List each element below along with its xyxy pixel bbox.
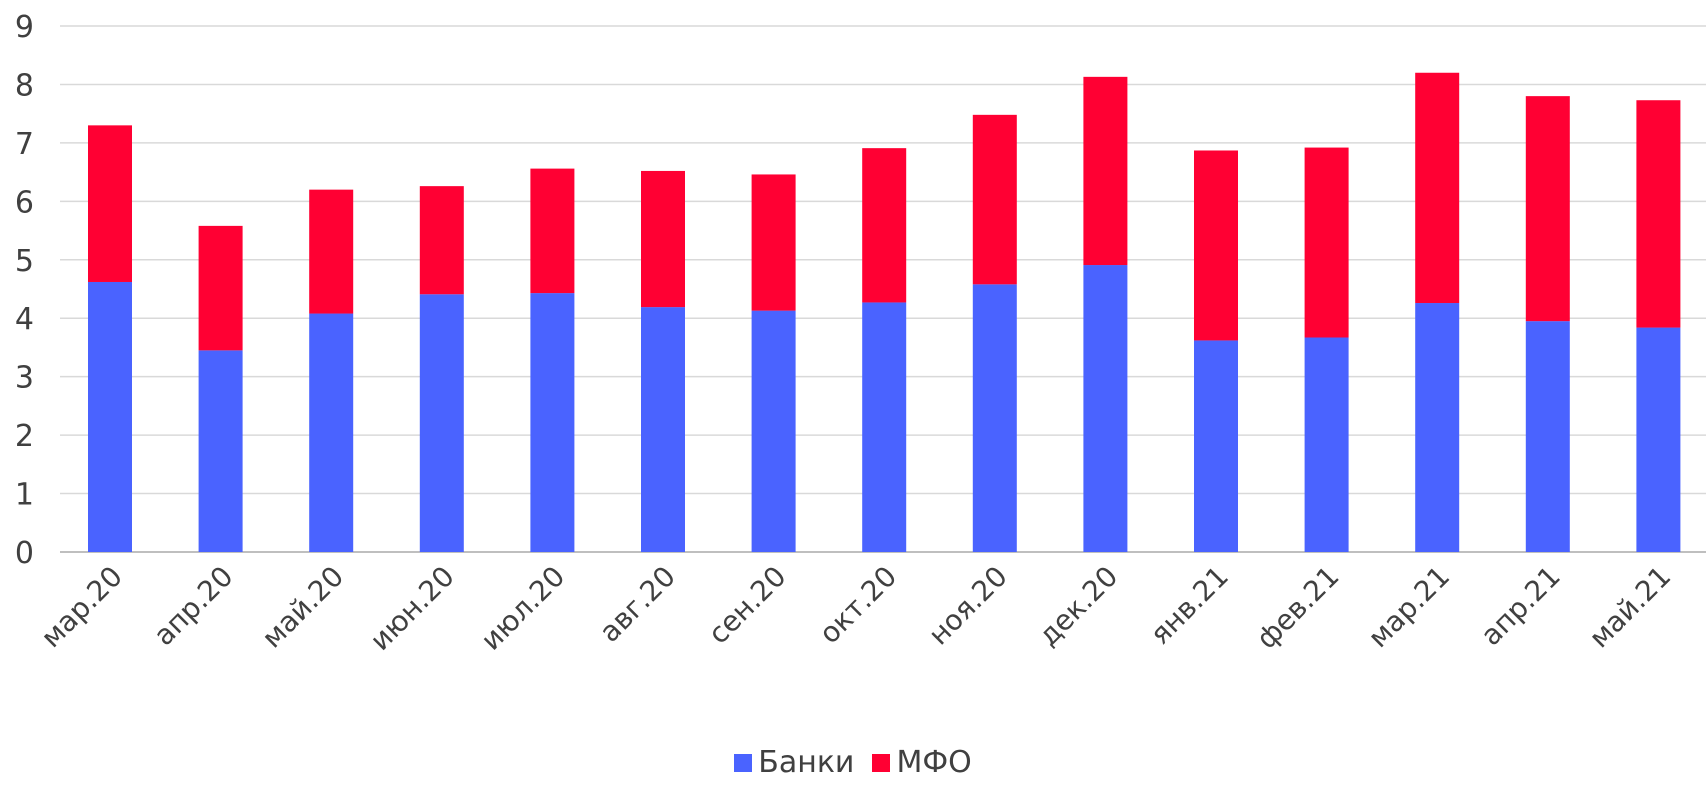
x-tick-label: сен.20 [702, 560, 793, 651]
bar-banks [419, 294, 464, 552]
y-tick-label: 3 [15, 361, 34, 396]
bar-mfo [1083, 76, 1128, 266]
bar-banks [641, 307, 685, 552]
legend-item-mfo: МФО [872, 745, 972, 780]
y-tick-label: 7 [15, 127, 34, 162]
bar-mfo [419, 186, 464, 295]
x-tick-label: дек.20 [1032, 560, 1125, 653]
x-tick-label: ноя.20 [922, 560, 1014, 652]
x-tick-label: июн.20 [363, 560, 460, 657]
y-tick-label: 9 [15, 10, 34, 45]
bar-mfo [1415, 72, 1460, 304]
bar-mfo [1194, 150, 1238, 341]
bar-mfo [1636, 100, 1681, 328]
x-tick-label: фев.21 [1250, 560, 1346, 656]
x-tick-label: мар.21 [1362, 560, 1456, 654]
bar-banks [972, 284, 1017, 552]
x-tick-label: май.20 [255, 560, 350, 655]
bar-banks [1525, 321, 1570, 552]
bar-banks [1304, 337, 1349, 552]
bar-banks [1636, 327, 1681, 552]
x-tick-label: апр.21 [1474, 560, 1566, 652]
y-tick-label: 8 [15, 68, 34, 103]
x-tick-label: май.21 [1583, 560, 1678, 655]
y-tick-label: 1 [15, 478, 34, 513]
legend-label-banks: Банки [758, 745, 855, 780]
y-tick-label: 5 [15, 244, 34, 279]
bar-mfo [641, 170, 685, 308]
legend-swatch-mfo [872, 753, 891, 772]
x-tick-label: окт.20 [813, 560, 903, 650]
bar-banks [862, 302, 907, 552]
y-tick-label: 6 [15, 185, 34, 220]
legend-label-mfo: МФО [896, 745, 972, 780]
bar-mfo [862, 148, 907, 303]
bar-banks [751, 310, 796, 552]
y-tick-label: 4 [15, 302, 34, 337]
bar-mfo [1304, 147, 1349, 338]
stacked-bar-chart: 0 1 2 3 4 5 6 7 8 9 мар.20 апр.20 май.20 июн.20 июл.20… [15, 10, 1706, 657]
legend-swatch-banks [734, 753, 753, 772]
bar-mfo [309, 189, 354, 314]
bar-banks [88, 281, 132, 552]
x-tick-label: июл.20 [474, 560, 571, 657]
bar-banks [1415, 303, 1460, 552]
bar-banks [1194, 340, 1238, 552]
bar-mfo [1525, 96, 1570, 322]
x-tick-label: мар.20 [34, 560, 128, 654]
y-tick-label: 0 [15, 536, 34, 571]
y-tick-label: 2 [15, 419, 34, 454]
bar-mfo [751, 174, 796, 311]
bar-mfo [198, 225, 243, 351]
bar-banks [309, 313, 354, 552]
bar-mfo [530, 168, 575, 294]
bar-banks [1083, 265, 1128, 552]
x-tick-label: авг.20 [593, 560, 682, 649]
bar-banks [198, 350, 243, 552]
x-tick-label: янв.21 [1144, 560, 1235, 651]
x-tick-label: апр.20 [147, 560, 239, 652]
bar-banks [530, 293, 575, 552]
bar-mfo [88, 125, 132, 282]
legend: Банки МФО [0, 745, 1706, 780]
legend-item-banks: Банки [734, 745, 854, 780]
bar-mfo [972, 114, 1017, 285]
